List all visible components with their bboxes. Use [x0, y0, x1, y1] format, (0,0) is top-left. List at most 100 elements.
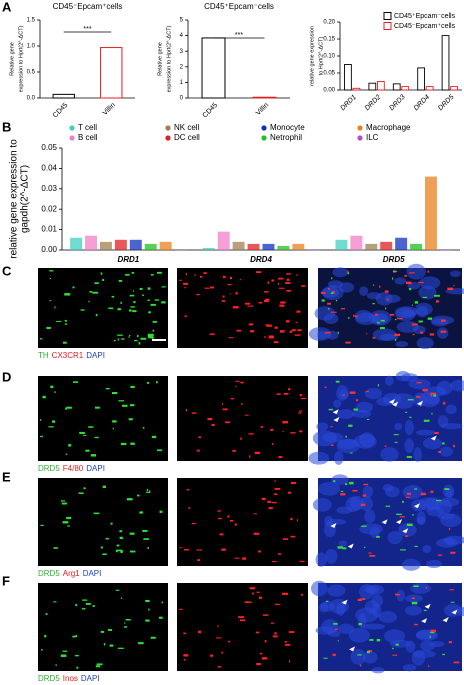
stain-signal	[365, 390, 369, 393]
stain-signal	[429, 333, 435, 336]
nuclei	[337, 438, 358, 450]
nuclei	[410, 582, 431, 594]
arrowhead	[388, 399, 395, 405]
stain-signal	[79, 431, 85, 434]
y-tick-label: 0.05	[41, 143, 57, 152]
nuclei	[436, 380, 453, 396]
legend-marker	[357, 125, 363, 131]
stain-signal	[139, 511, 143, 514]
stain-signal	[254, 451, 260, 455]
stain-signal	[392, 654, 398, 656]
stain-signal	[392, 647, 394, 650]
bar	[307, 250, 320, 251]
stain-signal	[414, 488, 418, 490]
stain-signal	[380, 319, 385, 322]
stain-signal	[328, 288, 330, 290]
legend-label: Netrophil	[270, 133, 302, 142]
stain-signal	[152, 329, 155, 332]
stain-signal	[268, 335, 274, 338]
nuclei	[364, 387, 383, 400]
nuclei	[369, 527, 380, 538]
stain-signal	[49, 270, 54, 272]
nuclei	[445, 404, 457, 415]
stain-signal	[384, 290, 389, 293]
stain-signal	[285, 282, 291, 285]
stain-signal	[65, 407, 67, 410]
stain-signal	[40, 435, 44, 438]
stain-signal	[227, 283, 232, 286]
stain-signal	[228, 337, 234, 339]
stain-signal	[394, 333, 401, 337]
stain-signal	[331, 291, 335, 294]
nuclei	[445, 488, 454, 499]
stain-signal	[449, 589, 455, 591]
stain-signal	[130, 404, 135, 407]
stain-signal	[142, 294, 144, 297]
stain-signal	[288, 388, 291, 391]
nuclei	[406, 263, 426, 280]
nuclei	[311, 580, 328, 597]
stain-signal	[323, 657, 328, 659]
stain-signal	[232, 306, 239, 309]
stain-signal	[154, 299, 160, 301]
stain-signal	[354, 315, 358, 318]
bar	[365, 243, 378, 250]
stain-signal	[186, 488, 190, 491]
nuclei	[325, 548, 338, 564]
bar	[277, 245, 290, 250]
stain-signal	[283, 392, 289, 395]
stain-signal	[210, 654, 214, 657]
arrowhead	[430, 435, 437, 441]
y-tick-label: 0.05	[323, 71, 335, 77]
stain-signal	[230, 398, 235, 400]
stain-signal	[124, 622, 126, 624]
stain-signal	[437, 554, 443, 556]
stain-signal	[372, 303, 375, 305]
legend-marker	[165, 135, 171, 141]
stain-signal	[264, 291, 269, 293]
stain-signal	[349, 481, 354, 485]
significance-annotation: ***	[235, 32, 243, 39]
nuclei	[423, 437, 443, 450]
micrograph	[177, 268, 308, 348]
stain-signal	[409, 416, 412, 419]
stain-signal	[366, 650, 370, 654]
stain-signal	[156, 271, 162, 274]
stain-signal	[420, 331, 424, 334]
stain-signal	[239, 279, 242, 281]
stain-signal	[399, 516, 405, 518]
nuclei	[426, 506, 444, 517]
stain-signal	[411, 597, 416, 599]
stain-signal	[221, 548, 226, 551]
nuclei	[332, 267, 349, 278]
stain-signal	[194, 273, 196, 277]
bar	[201, 37, 226, 99]
stain-signal	[416, 382, 422, 384]
stain-signal	[128, 309, 132, 312]
stain-signal	[264, 336, 267, 338]
stain-signal	[299, 560, 305, 562]
stain-signal	[235, 380, 240, 382]
nuclei	[324, 515, 334, 527]
stain-signal	[250, 330, 255, 333]
stain-signal	[412, 333, 415, 336]
nuclei	[333, 399, 342, 408]
stain-signal	[197, 630, 201, 634]
stain-name: F4/80	[63, 464, 84, 473]
nuclei	[327, 584, 346, 597]
y-axis-label: expression to Hprt(2^-ΔCT)	[18, 25, 24, 92]
nuclei	[419, 391, 441, 408]
stain-signal	[145, 619, 150, 622]
nuclei	[371, 313, 381, 323]
stain-signal	[152, 320, 157, 323]
y-tick-label: 0.00	[41, 245, 57, 254]
stain-signal	[120, 442, 127, 446]
legend-label: Macrophage	[366, 123, 411, 132]
stain-signal	[436, 499, 442, 502]
stain-signal	[402, 500, 404, 503]
stain-signal	[138, 642, 144, 645]
arrowhead	[416, 400, 423, 406]
stain-signal	[442, 402, 446, 405]
stain-signal	[347, 270, 349, 273]
nuclei	[366, 292, 382, 300]
